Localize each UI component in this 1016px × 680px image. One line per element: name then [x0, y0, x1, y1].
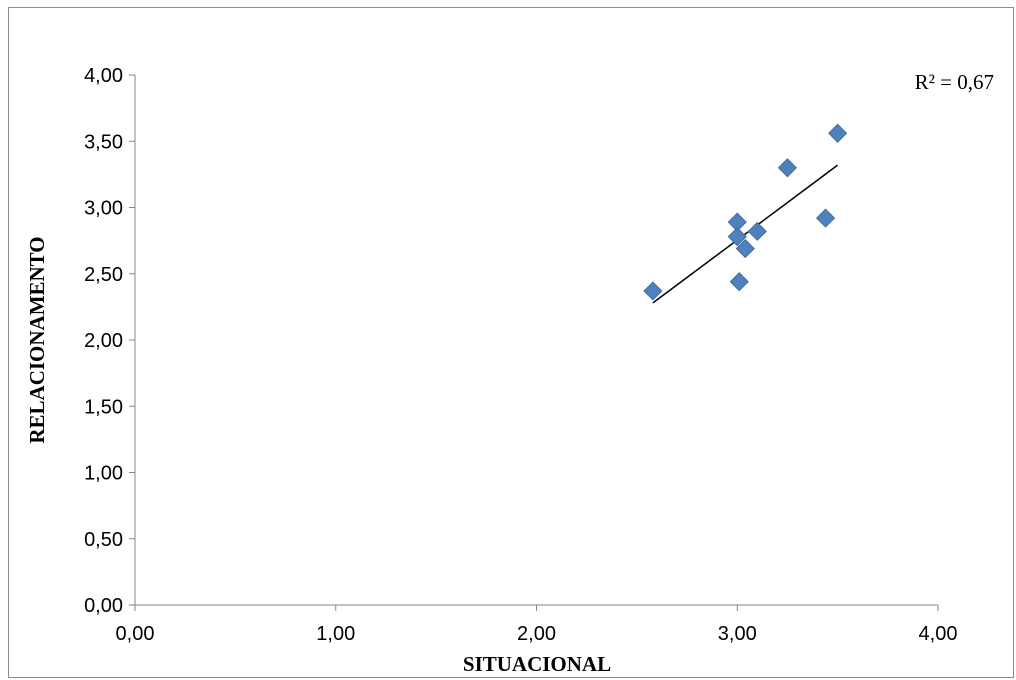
x-tick-label: 2,00 [517, 623, 556, 645]
r-squared-annotation: R² = 0,67 [915, 70, 994, 94]
y-tick-label: 4,00 [84, 65, 123, 87]
data-point [729, 272, 749, 292]
tick-labels: 0,00 0,50 1,00 1,50 2,00 2,50 3,00 3,50 4,00 0,00… [84, 65, 957, 645]
trendline [652, 164, 839, 304]
data-point [735, 239, 755, 259]
y-tick-label: 1,00 [84, 463, 123, 485]
y-tick-label: 2,00 [84, 330, 123, 352]
y-axis-title: RELACIONAMENTO [25, 236, 49, 443]
x-axis-title: SITUACIONAL [463, 652, 611, 676]
data-point [747, 221, 767, 241]
axes [129, 74, 939, 611]
y-tick-label: 0,00 [84, 595, 123, 617]
x-tick-label: 1,00 [316, 623, 355, 645]
data-point [643, 281, 663, 301]
data-point [777, 158, 798, 178]
data-points [643, 123, 848, 301]
trendline-group [652, 164, 839, 304]
x-tick-label: 0,00 [116, 623, 155, 645]
y-tick-label: 3,50 [84, 131, 123, 153]
data-point [727, 227, 747, 247]
x-tick-label: 4,00 [919, 623, 958, 645]
data-point [828, 123, 848, 143]
y-tick-label: 1,50 [84, 396, 123, 418]
y-tick-label: 2,50 [84, 264, 123, 286]
x-tick-label: 3,00 [718, 623, 757, 645]
chart-frame [8, 7, 1014, 678]
y-tick-label: 3,00 [84, 198, 123, 220]
y-tick-label: 0,50 [84, 529, 123, 551]
data-point [816, 208, 836, 228]
